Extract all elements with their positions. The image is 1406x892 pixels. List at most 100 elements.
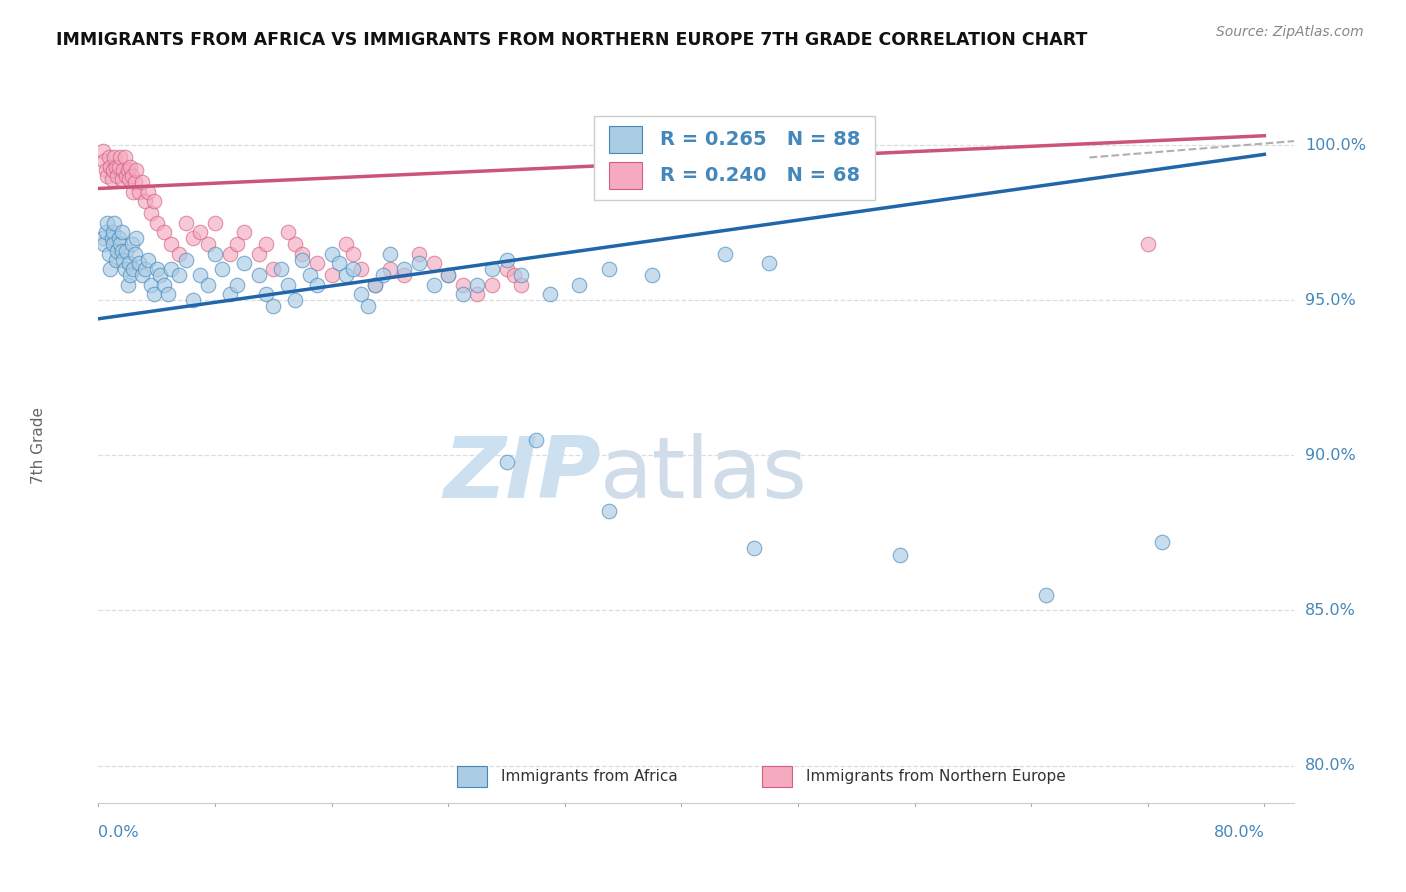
- Point: [437, 268, 460, 283]
- Text: Immigrants from Northern Europe: Immigrants from Northern Europe: [806, 769, 1066, 784]
- Point: [335, 268, 357, 283]
- Point: [96, 169, 118, 183]
- Point: [145, 216, 167, 230]
- FancyBboxPatch shape: [762, 765, 792, 787]
- Point: [117, 162, 139, 177]
- Point: [481, 262, 503, 277]
- Point: [174, 252, 197, 267]
- Point: [538, 287, 561, 301]
- Point: [350, 262, 373, 277]
- Point: [160, 262, 183, 277]
- Point: [131, 175, 153, 189]
- Point: [104, 160, 127, 174]
- Point: [111, 225, 134, 239]
- Point: [136, 185, 159, 199]
- Point: [110, 151, 132, 165]
- Point: [481, 277, 503, 292]
- Point: [121, 169, 143, 183]
- Point: [305, 277, 328, 292]
- Point: [93, 153, 115, 168]
- Text: 85.0%: 85.0%: [1305, 603, 1355, 618]
- Point: [342, 262, 364, 277]
- Point: [101, 225, 124, 239]
- Point: [1152, 535, 1174, 549]
- Point: [104, 252, 127, 267]
- Point: [98, 262, 121, 277]
- Point: [124, 246, 146, 260]
- Point: [225, 237, 247, 252]
- Text: atlas: atlas: [600, 433, 808, 516]
- Point: [197, 237, 219, 252]
- Point: [247, 268, 270, 283]
- Point: [451, 277, 474, 292]
- Point: [103, 151, 125, 165]
- Point: [422, 277, 444, 292]
- Point: [105, 169, 128, 183]
- Point: [378, 246, 401, 260]
- Point: [112, 252, 135, 267]
- Point: [758, 256, 780, 270]
- Point: [190, 268, 212, 283]
- Point: [94, 225, 117, 239]
- Point: [254, 237, 277, 252]
- Point: [145, 262, 167, 277]
- FancyBboxPatch shape: [609, 162, 643, 189]
- Point: [291, 246, 314, 260]
- FancyBboxPatch shape: [595, 116, 875, 200]
- Text: 95.0%: 95.0%: [1305, 293, 1355, 308]
- Point: [96, 216, 118, 230]
- Text: ZIP: ZIP: [443, 433, 600, 516]
- Point: [108, 231, 131, 245]
- Point: [181, 231, 204, 245]
- Point: [115, 169, 138, 183]
- Point: [742, 541, 765, 556]
- Point: [502, 268, 524, 283]
- Point: [97, 151, 120, 165]
- Point: [131, 268, 153, 283]
- Point: [120, 160, 142, 174]
- Point: [204, 216, 226, 230]
- Point: [714, 246, 737, 260]
- Point: [91, 145, 114, 159]
- Text: 0.0%: 0.0%: [98, 824, 139, 839]
- Point: [142, 287, 165, 301]
- Point: [357, 299, 380, 313]
- Point: [128, 185, 150, 199]
- Point: [174, 216, 197, 230]
- Text: R = 0.265   N = 88: R = 0.265 N = 88: [661, 130, 860, 149]
- Point: [91, 231, 114, 245]
- Text: IMMIGRANTS FROM AFRICA VS IMMIGRANTS FROM NORTHERN EUROPE 7TH GRADE CORRELATION : IMMIGRANTS FROM AFRICA VS IMMIGRANTS FRO…: [56, 31, 1088, 49]
- Point: [105, 244, 128, 258]
- Point: [233, 256, 256, 270]
- Point: [335, 237, 357, 252]
- Point: [598, 504, 620, 518]
- Point: [118, 256, 141, 270]
- Point: [524, 433, 547, 447]
- Point: [111, 244, 134, 258]
- Point: [134, 194, 156, 208]
- Point: [117, 277, 139, 292]
- Point: [284, 237, 307, 252]
- Text: 7th Grade: 7th Grade: [31, 408, 46, 484]
- FancyBboxPatch shape: [609, 127, 643, 153]
- Point: [510, 277, 533, 292]
- Point: [136, 252, 159, 267]
- Point: [342, 246, 364, 260]
- Point: [1035, 588, 1057, 602]
- Point: [422, 256, 444, 270]
- Point: [93, 237, 115, 252]
- Point: [110, 237, 132, 252]
- Point: [100, 231, 122, 245]
- Point: [291, 252, 314, 267]
- Point: [350, 287, 373, 301]
- Point: [233, 225, 256, 239]
- Point: [889, 548, 911, 562]
- Point: [190, 225, 212, 239]
- FancyBboxPatch shape: [457, 765, 486, 787]
- Point: [218, 287, 240, 301]
- Point: [305, 256, 328, 270]
- Point: [181, 293, 204, 308]
- Point: [510, 268, 533, 283]
- Point: [211, 262, 233, 277]
- Text: R = 0.240   N = 68: R = 0.240 N = 68: [661, 166, 860, 185]
